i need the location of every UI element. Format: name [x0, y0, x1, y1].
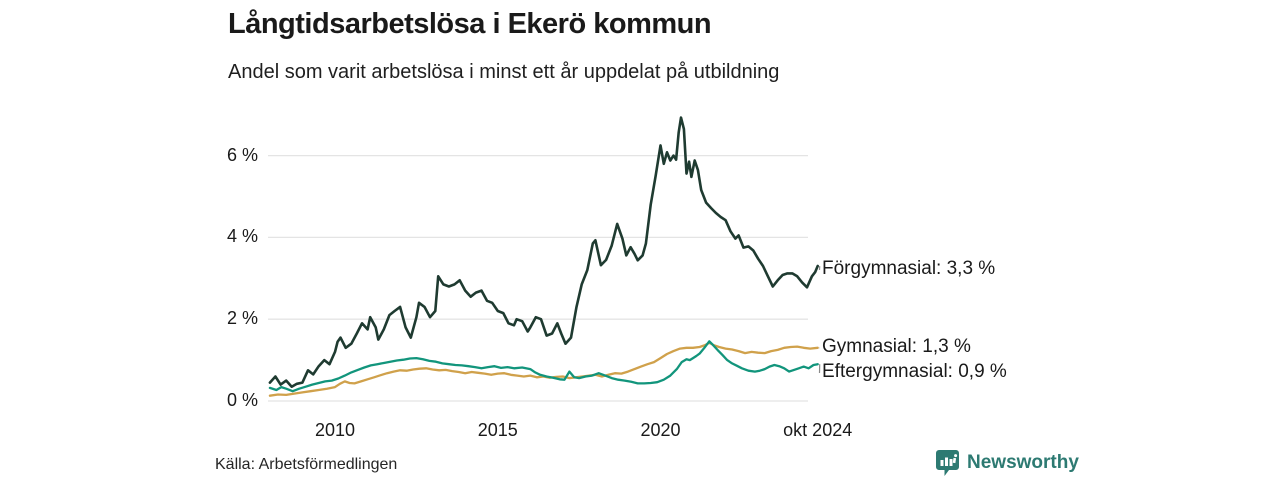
x-tick-label: okt 2024	[783, 420, 853, 440]
y-tick-label: 6 %	[226, 144, 258, 165]
page-title: Långtidsarbetslösa i Ekerö kommun	[228, 8, 712, 40]
series-end-label-eftergymnasial: Eftergymnasial: 0,9 %	[822, 361, 1007, 382]
y-tick-label: 0 %	[226, 390, 258, 410]
y-tick-label: 2 %	[226, 308, 258, 329]
x-tick-label: 2010	[314, 420, 356, 440]
newsworthy-icon	[936, 450, 959, 476]
series-line-eftergymnasial	[268, 340, 819, 393]
y-tick-label: 4 %	[226, 226, 258, 247]
series-line-förgymnasial	[268, 116, 820, 389]
brand-logo: Newsworthy	[936, 450, 1079, 476]
page-subtitle: Andel som varit arbetslösa i minst ett å…	[228, 61, 780, 83]
series-end-label-gymnasial: Gymnasial: 1,3 %	[822, 336, 971, 357]
series-line-gymnasial	[268, 341, 819, 397]
source-note: Källa: Arbetsförmedlingen	[215, 456, 398, 473]
brand-name: Newsworthy	[967, 452, 1079, 473]
series-end-label-forgymnasial: Förgymnasial: 3,3 %	[822, 258, 996, 279]
x-tick-label: 2020	[640, 420, 681, 440]
x-tick-label: 2015	[477, 420, 518, 440]
